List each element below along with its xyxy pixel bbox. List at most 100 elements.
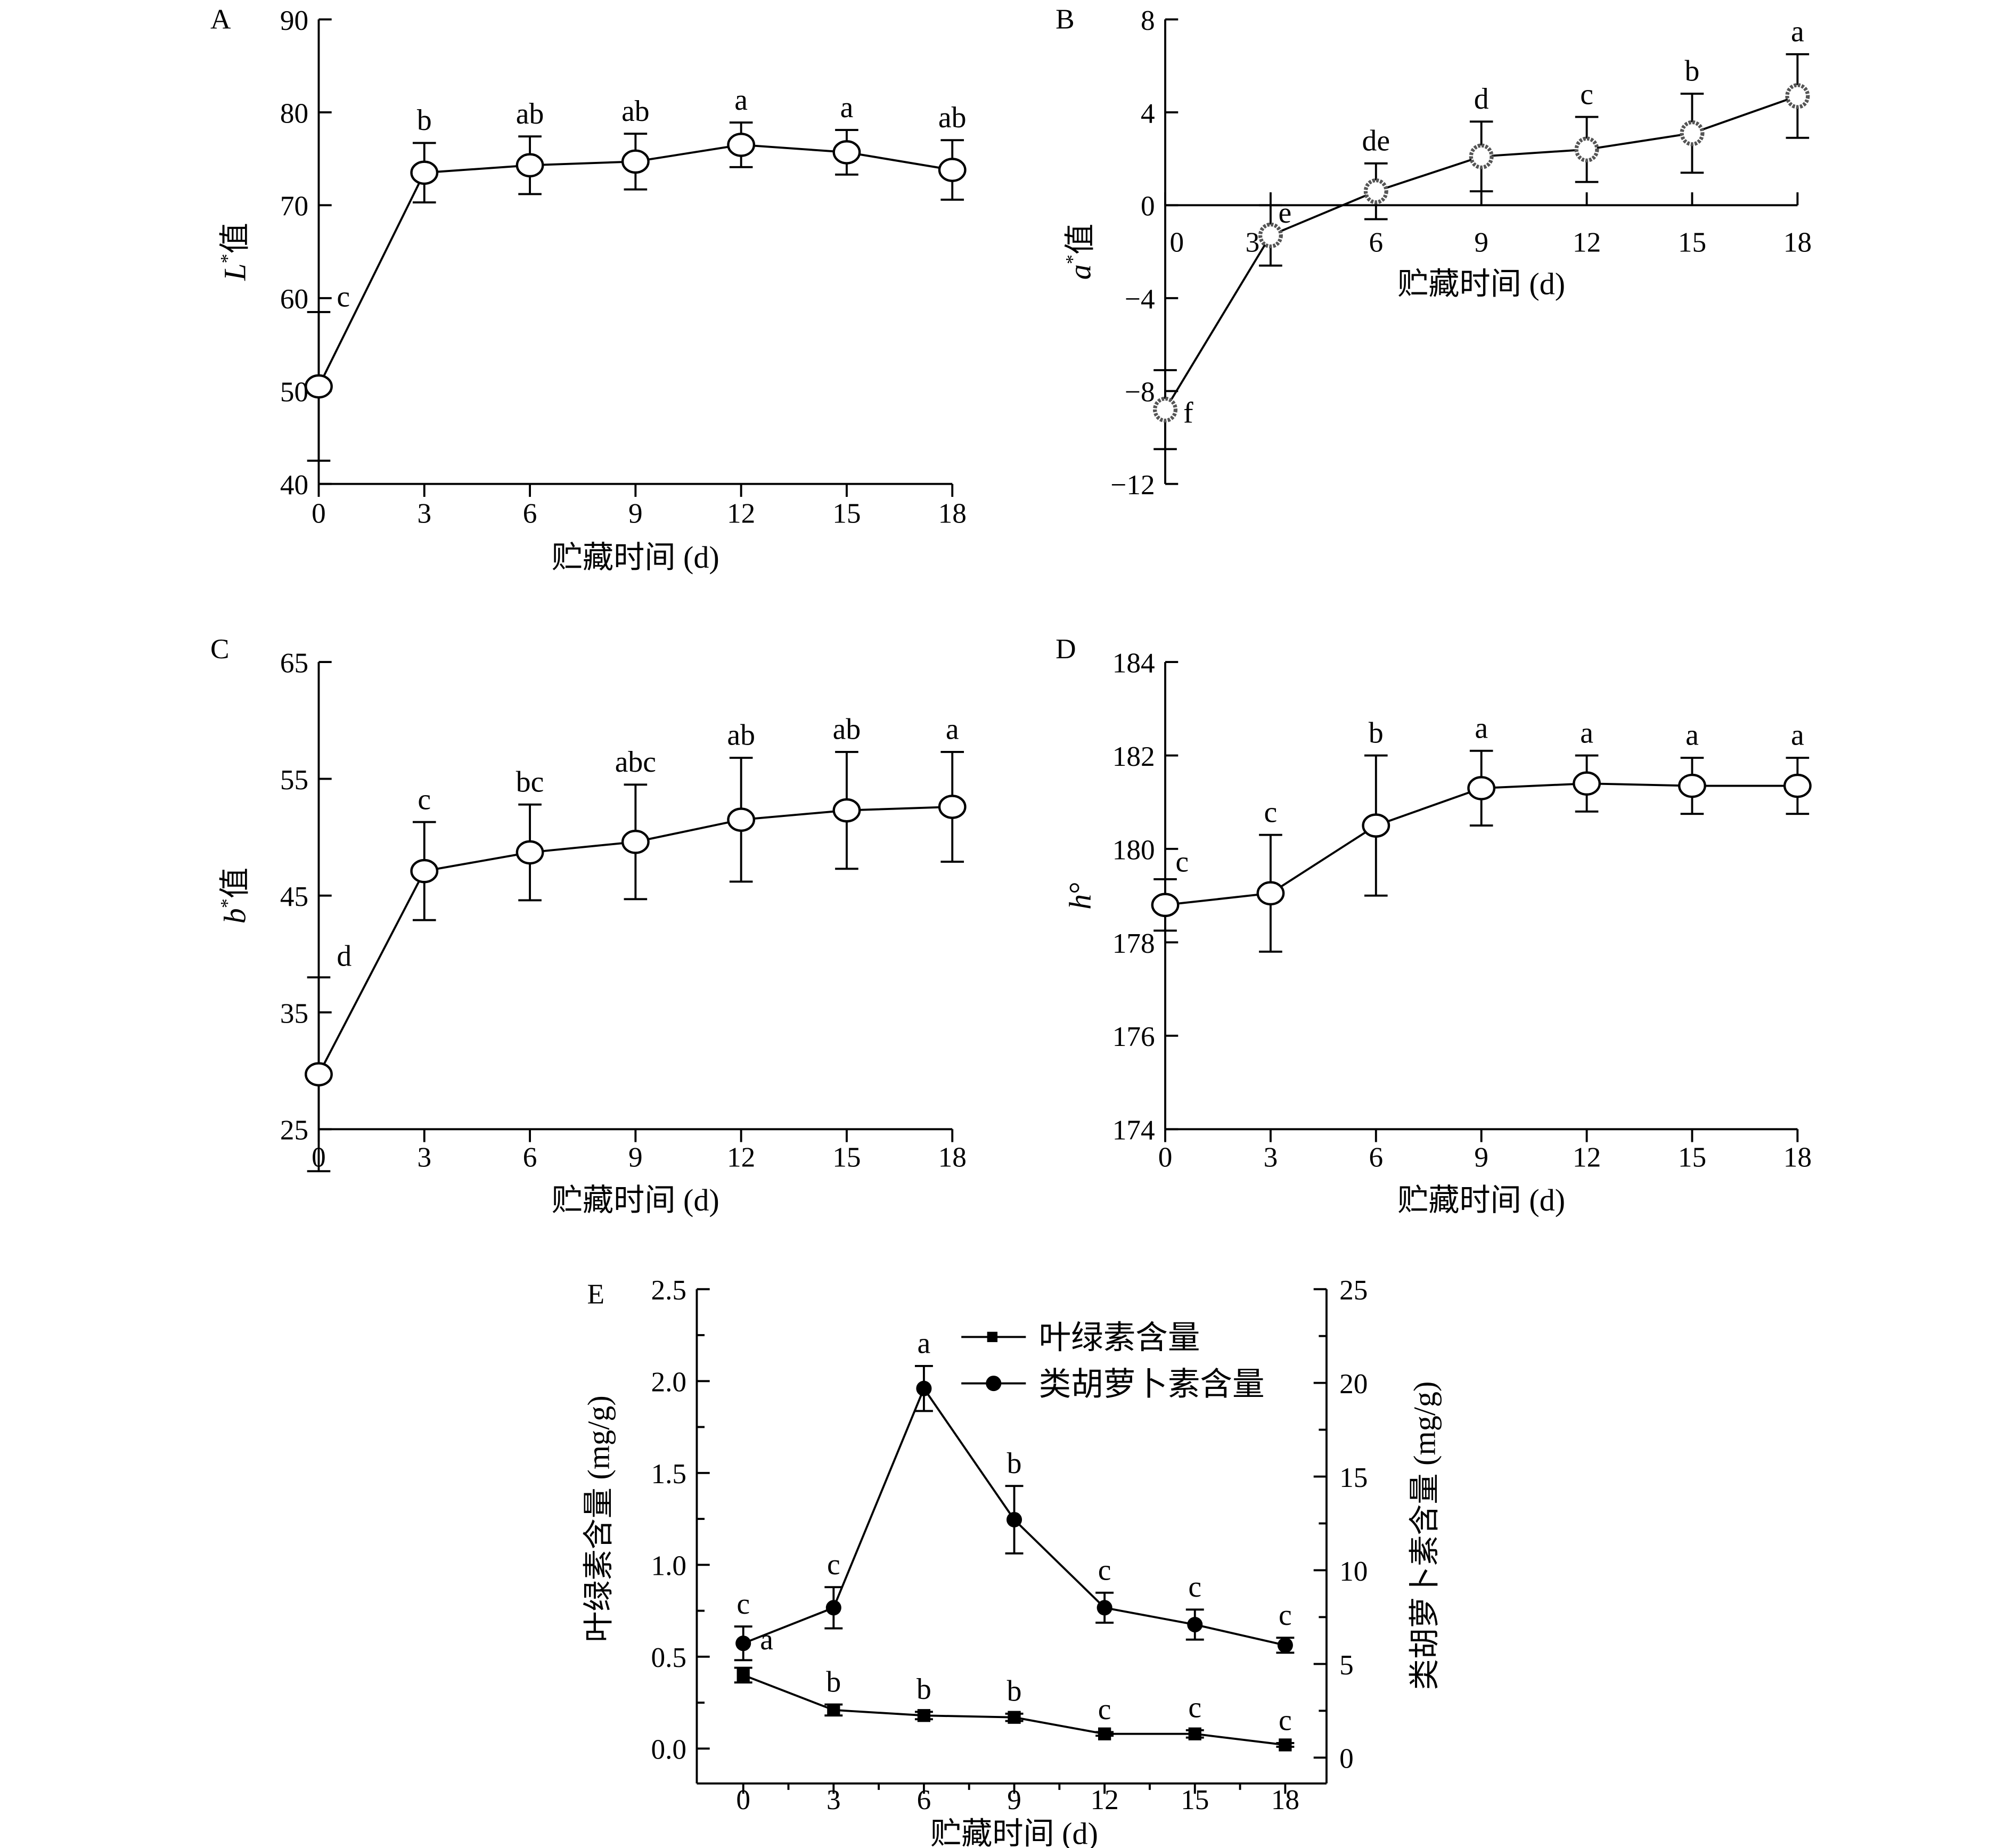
significance-letter: b <box>826 1665 841 1698</box>
legend-label: 叶绿素含量 <box>1039 1320 1200 1356</box>
significance-letter: c <box>337 280 350 313</box>
significance-letter: a <box>734 84 748 117</box>
y2-tick-label: 5 <box>1339 1649 1354 1681</box>
data-point <box>1188 1727 1201 1740</box>
x-tick-label: 9 <box>628 1142 643 1173</box>
significance-letter: c <box>1279 1599 1292 1632</box>
significance-letter: c <box>1098 1553 1111 1587</box>
data-point <box>916 1380 932 1396</box>
x-tick-label: 12 <box>727 497 755 529</box>
significance-letter: a <box>1791 719 1804 752</box>
y2-tick-label: 25 <box>1339 1274 1368 1306</box>
significance-letter: c <box>737 1588 750 1621</box>
y-axis-label: L*值 <box>217 223 252 281</box>
data-point <box>1467 776 1496 800</box>
data-point <box>1187 1616 1203 1633</box>
significance-letter: a <box>918 1327 931 1360</box>
panel-B: B −12 −8 −4 0 4 8 0 3 6 9 12 15 18 贮藏时间 (d) a*值 f e de d c b a <box>1055 3 1812 501</box>
data-point <box>1277 1637 1293 1653</box>
significance-letter: c <box>1580 78 1593 111</box>
y-tick-label: 80 <box>280 97 308 129</box>
significance-letter: c <box>827 1548 840 1581</box>
data-point <box>1680 120 1705 146</box>
significance-letter: e <box>1278 197 1291 230</box>
x-tick-label: 9 <box>1474 1142 1488 1173</box>
data-point <box>1256 881 1285 906</box>
y-tick-label: 184 <box>1112 648 1155 679</box>
data-point <box>727 133 756 157</box>
x-tick-label: 9 <box>1474 227 1488 258</box>
x-tick-label: 0 <box>1158 1142 1173 1173</box>
x-tick-label: 6 <box>523 1142 537 1173</box>
x-tick-label: 6 <box>1369 227 1383 258</box>
x-tick-label: 12 <box>1573 1142 1601 1173</box>
y-tick-label: 4 <box>1141 97 1155 129</box>
x-tick-label: 15 <box>1678 1142 1706 1173</box>
series-0: a b b b c c c <box>734 1623 1295 1752</box>
data-point <box>1574 136 1599 162</box>
significance-letter: b <box>1007 1675 1022 1708</box>
significance-letter: a <box>946 713 959 746</box>
y-axis-label: 叶绿素含量 (mg/g) <box>582 1395 616 1642</box>
x-tick-label: 15 <box>1181 1784 1209 1816</box>
significance-letter: a <box>760 1623 773 1656</box>
y-tick-label: 0.5 <box>651 1642 686 1673</box>
y-tick-label: 65 <box>280 648 308 679</box>
significance-letter: ab <box>938 101 967 134</box>
x-tick-label: 3 <box>827 1784 841 1816</box>
x-tick-label: 15 <box>1678 227 1706 258</box>
y2-tick-label: 10 <box>1339 1556 1368 1587</box>
x-tick-label: 3 <box>1264 1142 1278 1173</box>
legend-label: 类胡萝卜素含量 <box>1039 1367 1265 1402</box>
panel-label: A <box>210 3 231 35</box>
y2-tick-label: 15 <box>1339 1462 1368 1493</box>
x-tick-label: 3 <box>417 1142 431 1173</box>
x-tick-label: 18 <box>938 497 967 529</box>
y-tick-label: 182 <box>1112 741 1155 772</box>
data-point <box>917 1709 931 1722</box>
y-tick-label: 60 <box>280 283 308 315</box>
x-tick-label: 18 <box>1783 1142 1812 1173</box>
panel-label: B <box>1055 3 1075 35</box>
panel-label: E <box>587 1278 605 1310</box>
y-tick-label: 35 <box>280 997 308 1029</box>
significance-letter: ab <box>621 95 650 128</box>
y-tick-label: 2.0 <box>651 1367 686 1398</box>
data-point <box>410 858 439 884</box>
y-tick-label: 25 <box>280 1115 308 1146</box>
data-point <box>515 153 544 178</box>
series-0: d c bc abc ab ab a <box>305 713 967 1173</box>
y-tick-label: 55 <box>280 764 308 796</box>
panel-E: E 0.0 0.5 1.0 1.5 2.0 2.5 0 5 10 15 20 25 类胡萝卜素含量 (mg… <box>582 1274 1442 1848</box>
panel-label: D <box>1055 633 1076 665</box>
significance-letter: a <box>840 91 854 124</box>
significance-letter: de <box>1362 125 1390 158</box>
y-tick-label: −4 <box>1125 283 1155 315</box>
legend-marker <box>987 1331 998 1343</box>
y-tick-label: 1.5 <box>651 1458 686 1490</box>
significance-letter: d <box>337 940 351 973</box>
significance-letter: b <box>1369 716 1384 749</box>
x-tick-label: 6 <box>1369 1142 1383 1173</box>
significance-letter: ab <box>727 719 755 752</box>
y-tick-label: −12 <box>1110 469 1155 501</box>
significance-letter: f <box>1183 396 1193 429</box>
y-tick-label: 180 <box>1112 834 1155 865</box>
x-tick-label: 3 <box>417 497 431 529</box>
data-point <box>1098 1727 1111 1740</box>
data-point <box>1362 813 1390 838</box>
significance-letter: a <box>1475 712 1488 745</box>
data-point <box>735 1636 751 1651</box>
data-point <box>737 1669 750 1682</box>
data-point <box>621 830 650 854</box>
x-tick-label: 9 <box>1007 1784 1021 1816</box>
data-point <box>832 798 861 823</box>
data-point <box>825 1600 841 1616</box>
significance-letter: c <box>1188 1571 1201 1604</box>
significance-letter: c <box>1279 1704 1292 1737</box>
data-point <box>1151 893 1180 918</box>
x-axis-label: 贮藏时间 (d) <box>552 1183 719 1217</box>
